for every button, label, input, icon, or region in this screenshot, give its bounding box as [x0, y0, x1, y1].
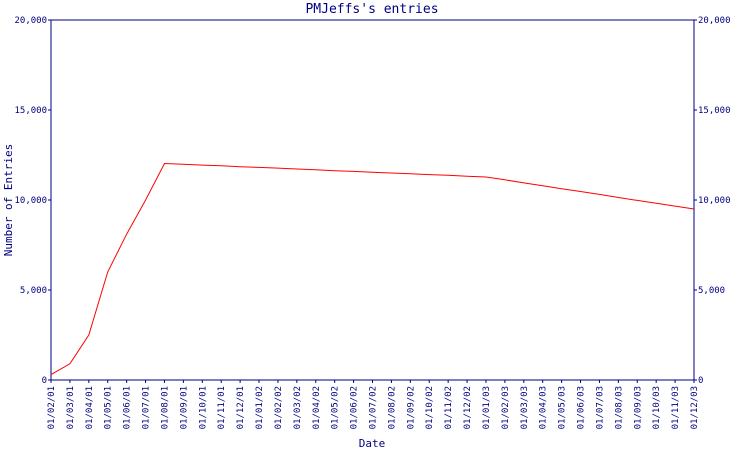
y-tick-label: 0	[42, 376, 47, 386]
x-tick-label: 01/04/02	[312, 386, 322, 429]
x-tick-label: 01/04/01	[85, 386, 95, 429]
chart-title: PMJeffs's entries	[305, 2, 438, 17]
plot-frame	[50, 19, 695, 381]
x-tick-label: 01/04/03	[539, 386, 549, 429]
x-tick-label: 01/10/01	[198, 386, 208, 429]
y2-tick-label: 20,000	[698, 16, 731, 26]
x-tick-label: 01/02/01	[47, 386, 57, 429]
y2-tick-label: 10,000	[698, 196, 731, 206]
x-tick-label: 01/06/01	[123, 386, 133, 429]
x-tick-label: 01/01/03	[482, 386, 492, 429]
x-tick-label: 01/09/03	[633, 386, 643, 429]
x-tick-label: 01/01/02	[255, 386, 265, 429]
data-line	[50, 162, 695, 376]
y2-tick-label: 5,000	[698, 286, 725, 296]
x-tick-label: 01/08/02	[387, 386, 397, 429]
x-tick-label: 01/03/02	[293, 386, 303, 429]
x-tick-label: 01/11/02	[444, 386, 454, 429]
y-tick-label: 15,000	[14, 106, 47, 116]
x-tick-label: 01/07/03	[595, 386, 605, 429]
x-tick-label: 01/02/02	[274, 386, 284, 429]
x-tick-label: 01/12/03	[690, 386, 700, 429]
x-tick-label: 01/10/03	[652, 386, 662, 429]
y-tick-label: 10,000	[14, 196, 47, 206]
y-tick-label: 5,000	[20, 286, 47, 296]
x-tick-label: 01/12/02	[463, 386, 473, 429]
x-tick-label: 01/08/03	[614, 386, 624, 429]
x-tick-label: 01/02/03	[501, 386, 511, 429]
x-axis-title: Date	[359, 437, 386, 450]
x-tick-label: 01/11/01	[217, 386, 227, 429]
x-tick-label: 01/06/02	[350, 386, 360, 429]
x-tick-label: 01/05/02	[331, 386, 341, 429]
x-tick-label: 01/08/01	[160, 386, 170, 429]
x-tick-label: 01/03/03	[520, 386, 530, 429]
x-tick-label: 01/09/02	[406, 386, 416, 429]
x-tick-label: 01/03/01	[66, 386, 76, 429]
x-tick-label: 01/10/02	[425, 386, 435, 429]
x-tick-label: 01/07/02	[369, 386, 379, 429]
y2-tick-label: 0	[698, 376, 703, 386]
x-tick-label: 01/05/03	[558, 386, 568, 429]
x-tick-label: 01/06/03	[577, 386, 587, 429]
x-tick-label: 01/09/01	[179, 386, 189, 429]
x-tick-label: 01/07/01	[142, 386, 152, 429]
y-tick-label: 20,000	[14, 16, 47, 26]
x-tick-label: 01/05/01	[104, 386, 114, 429]
x-tick-label: 01/11/03	[671, 386, 681, 429]
y2-tick-label: 15,000	[698, 106, 731, 116]
x-tick-label: 01/12/01	[236, 386, 246, 429]
y-axis-title: Number of Entries	[2, 144, 15, 257]
